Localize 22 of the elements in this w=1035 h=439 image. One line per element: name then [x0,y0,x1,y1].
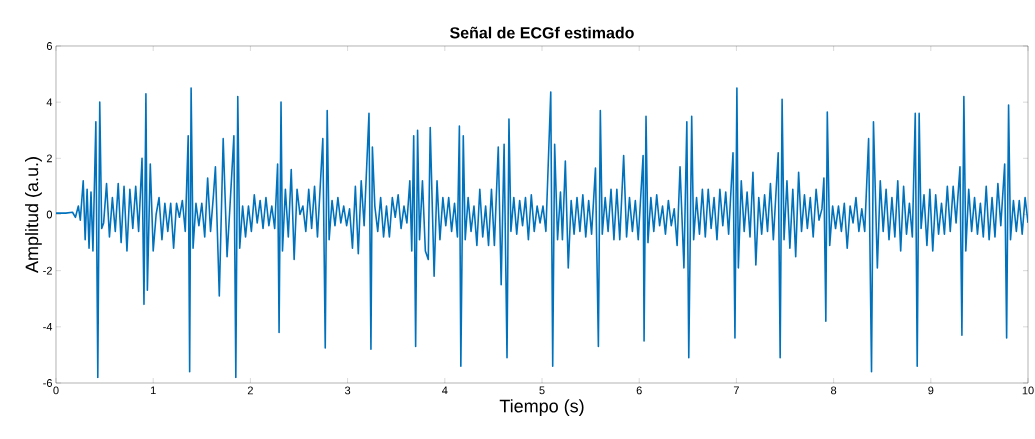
x-tick-label: 2 [247,386,253,395]
y-tick-label: 0 [46,210,53,219]
x-tick-label: 0 [53,386,59,395]
y-tick-label: -6 [43,379,52,387]
x-tick-label: 7 [733,386,739,395]
x-tick-label: 8 [831,386,837,395]
y-tick-label: 4 [46,98,53,106]
line-series [56,87,1029,379]
y-tick-label: -4 [43,323,53,331]
x-tick-label: 3 [344,386,351,395]
y-tick-label: 6 [46,42,52,50]
x-tick-label: 4 [442,386,448,395]
chart-title: Señal de ECGf estimado [449,26,634,39]
x-tick-label: 9 [928,386,934,395]
x-tick-label: 1 [150,386,156,395]
y-tick-label: 2 [46,154,52,163]
y-axis-title: Amplitud (a.u.) [25,157,42,273]
x-axis-title: Tiempo (s) [499,399,584,416]
y-tick-label: -2 [43,266,52,275]
x-tick-label: 6 [636,386,642,395]
x-tick-label: 5 [539,386,545,395]
x-tick-label: 10 [1022,386,1034,395]
